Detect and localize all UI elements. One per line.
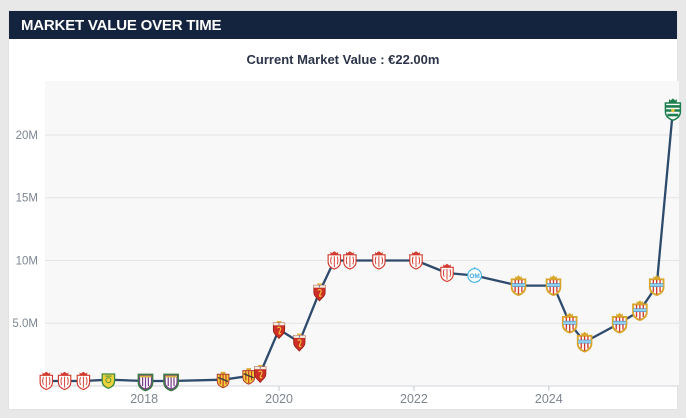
y-axis-tick-label: 10M [16,255,38,267]
data-point-crest-red-white-icon[interactable] [372,251,386,270]
market-value-chart[interactable]: 5.0M 10M 15M 20M 2018 2020 2022 2024 [9,79,682,409]
market-value-card: MARKET VALUE OVER TIME Current Market Va… [8,10,682,410]
svg-text:OM: OM [469,273,479,280]
x-axis-tick-label: 2020 [265,392,293,406]
data-point-crest-yellow-red-icon[interactable] [216,371,230,389]
data-point-crest-green-white-icon[interactable] [664,98,682,122]
data-point-crest-striped-gold-icon[interactable] [561,312,578,334]
y-axis-tick-label: 5.0M [12,318,38,330]
data-point-crest-red-lion-icon[interactable] [313,283,326,302]
data-point-crest-yellow-green-icon[interactable] [101,373,116,389]
data-point-crest-red-white-icon[interactable] [409,251,423,270]
data-point-crest-red-lion-icon[interactable] [272,320,286,340]
data-point-crest-striped-gold-icon[interactable] [510,275,527,297]
x-axis-tick-label: 2018 [130,392,158,406]
x-axis-tick-label: 2024 [535,392,563,406]
data-point-crest-red-white-icon[interactable] [343,251,357,270]
data-point-crest-striped-gold-icon[interactable] [576,331,593,353]
data-point-crest-purple-white-icon[interactable] [137,373,154,392]
data-point-crest-striped-gold-icon[interactable] [648,275,665,297]
data-point-crest-red-lion-icon[interactable] [293,333,306,352]
current-market-value-text: Current Market Value : €22.00m [246,52,440,67]
data-point-crest-striped-gold-icon[interactable] [545,275,562,297]
data-point-crest-striped-gold-icon[interactable] [611,312,628,334]
data-point-crest-purple-white-icon[interactable] [163,373,179,392]
y-axis-tick-label: 15M [16,193,38,205]
data-point-crest-red-white-icon[interactable] [39,371,54,391]
data-point-crest-sky-blue-icon[interactable]: OM [467,266,482,283]
plot-area [45,81,679,386]
data-point-crest-yellow-red-icon[interactable] [242,368,256,385]
section-header: MARKET VALUE OVER TIME [9,11,677,39]
data-point-crest-red-white-icon[interactable] [57,371,72,391]
y-axis-tick-label: 20M [16,130,38,142]
data-point-crest-red-white-icon[interactable] [327,251,342,270]
section-title: MARKET VALUE OVER TIME [21,16,222,34]
x-axis-tick-label: 2022 [400,392,428,406]
data-point-crest-red-white-icon[interactable] [76,371,91,391]
data-point-crest-red-lion-icon[interactable] [254,364,267,384]
data-point-crest-red-white-icon[interactable] [440,263,454,283]
data-point-crest-striped-gold-icon[interactable] [632,300,648,322]
